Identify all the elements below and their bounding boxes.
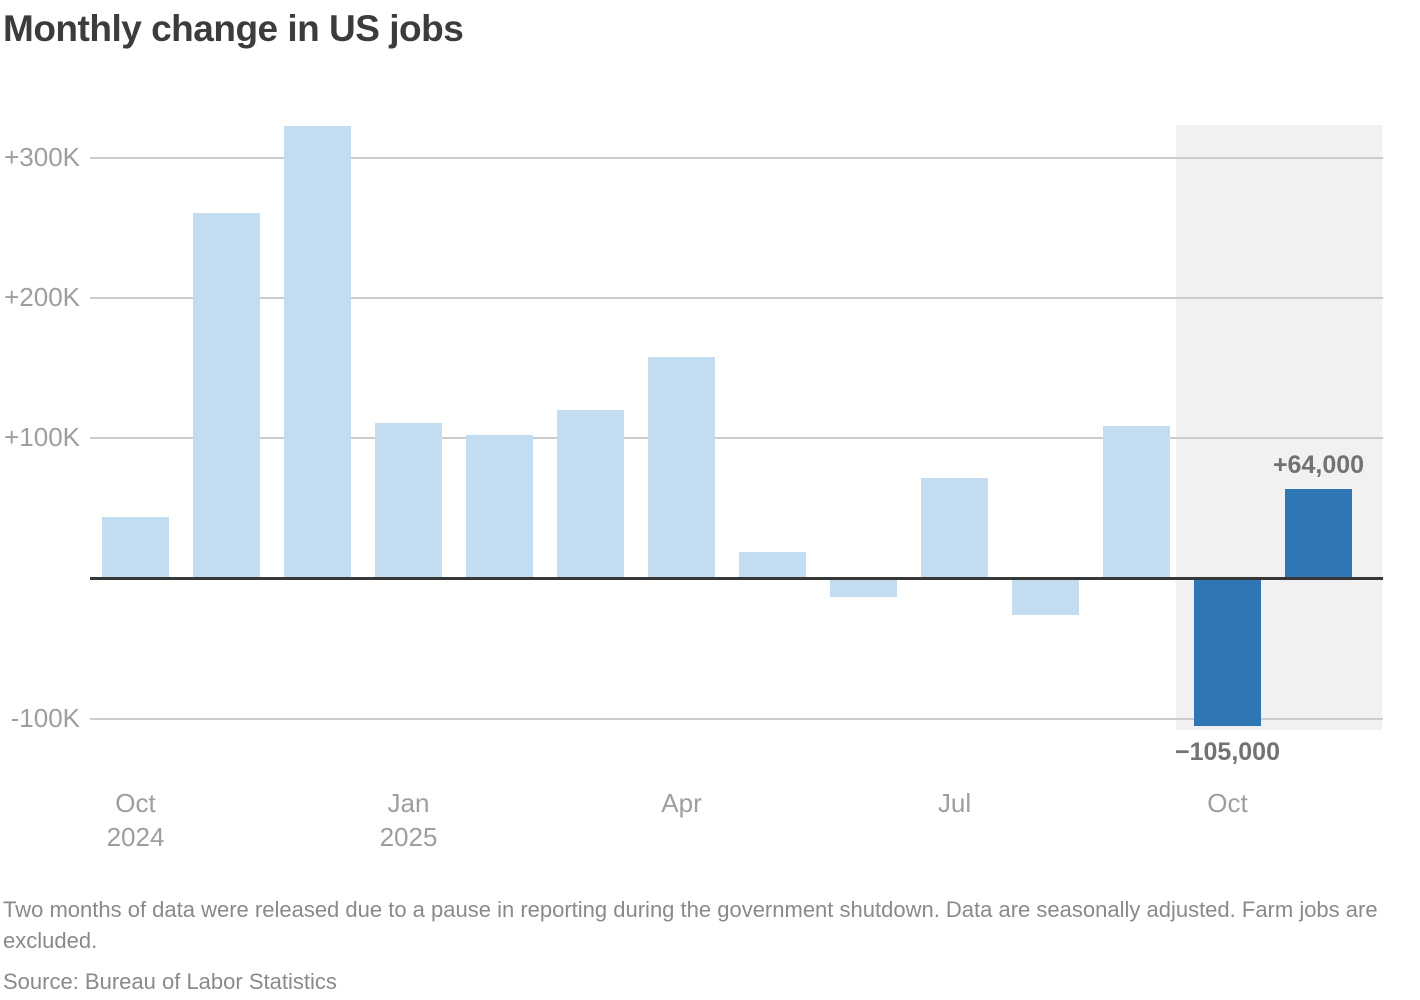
bar-annotation: −105,000 <box>1175 737 1280 766</box>
bar <box>557 410 624 579</box>
x-tick-label: Oct 2024 <box>106 788 165 852</box>
x-tick-label: Apr <box>661 788 702 818</box>
chart-title: Monthly change in US jobs <box>3 8 464 49</box>
bar <box>193 212 260 579</box>
bar <box>1012 578 1079 615</box>
y-tick-label: +100K <box>4 422 80 453</box>
bar <box>284 125 351 579</box>
zero-baseline <box>90 577 1383 580</box>
y-tick-label: +300K <box>4 141 80 172</box>
bar <box>739 551 806 579</box>
bar <box>375 422 442 579</box>
bar <box>921 477 988 579</box>
bar <box>1103 425 1170 579</box>
bar <box>466 435 533 579</box>
gridline <box>90 717 1383 720</box>
y-tick-label: -100K <box>10 702 80 733</box>
source-line: Source: Bureau of Labor Statistics <box>3 969 337 994</box>
y-tick-label: +200K <box>4 282 80 313</box>
bar <box>648 356 715 579</box>
gridline <box>90 156 1383 159</box>
bar <box>1194 578 1261 726</box>
bar-annotation: +64,000 <box>1272 450 1365 479</box>
x-tick-label: Jan 2025 <box>379 788 438 852</box>
x-tick-label: Jul <box>937 788 972 818</box>
bar <box>830 578 897 597</box>
bar <box>102 516 169 579</box>
footnote: Two months of data were released due to … <box>3 897 1378 953</box>
x-tick-label: Oct <box>1207 788 1248 818</box>
gridline <box>90 297 1383 300</box>
gridline <box>90 437 1383 440</box>
bar <box>1285 488 1352 579</box>
